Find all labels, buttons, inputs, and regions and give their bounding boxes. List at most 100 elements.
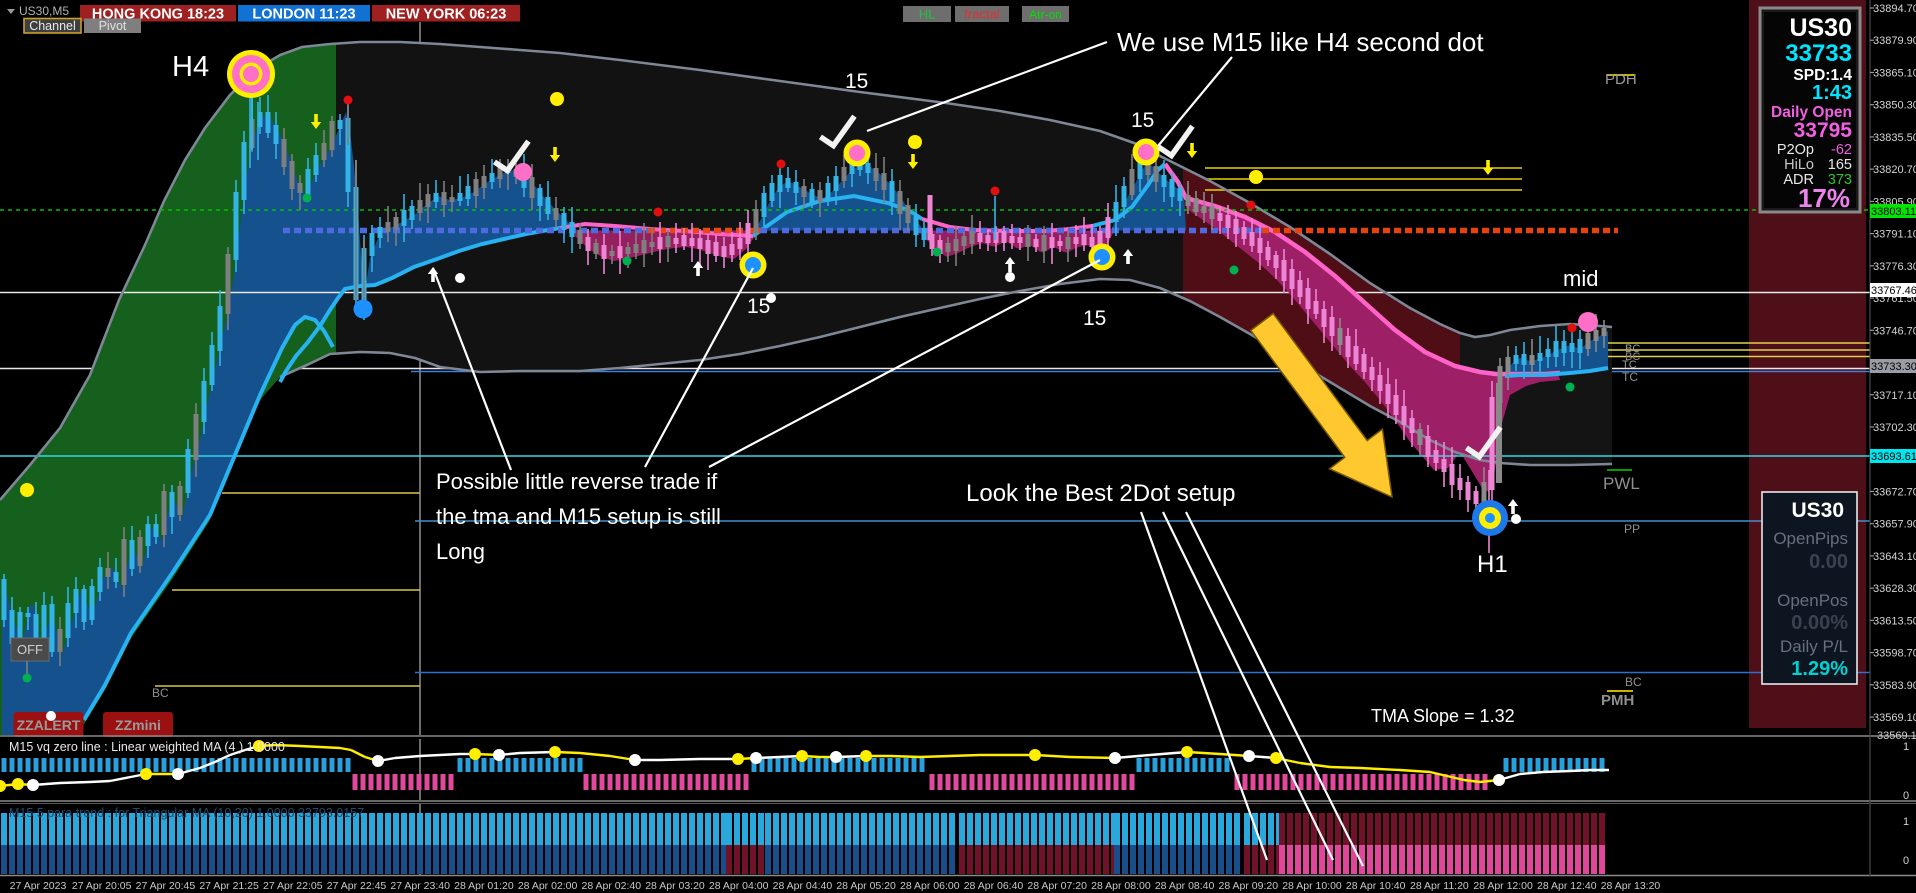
svg-text:27 Apr 2023: 27 Apr 2023 — [10, 880, 67, 892]
svg-text:28 Apr 04:40: 28 Apr 04:40 — [773, 880, 833, 892]
svg-text:27 Apr 20:05: 27 Apr 20:05 — [72, 880, 132, 892]
svg-text:15: 15 — [747, 295, 770, 318]
svg-text:28 Apr 10:00: 28 Apr 10:00 — [1282, 880, 1342, 892]
svg-text:28 Apr 06:00: 28 Apr 06:00 — [900, 880, 960, 892]
svg-text:PWL: PWL — [1603, 474, 1640, 493]
svg-text:33598.70: 33598.70 — [1873, 648, 1916, 660]
svg-text:28 Apr 12:00: 28 Apr 12:00 — [1473, 880, 1533, 892]
svg-text:15: 15 — [1131, 109, 1154, 132]
svg-text:BC: BC — [1625, 675, 1642, 689]
svg-text:373: 373 — [1828, 172, 1852, 188]
svg-text:28 Apr 02:00: 28 Apr 02:00 — [518, 880, 578, 892]
svg-text:ADR: ADR — [1783, 172, 1814, 188]
svg-text:33767.46: 33767.46 — [1871, 285, 1916, 297]
svg-text:US30: US30 — [1789, 14, 1852, 42]
svg-text:SPD:1.4: SPD:1.4 — [1793, 67, 1852, 84]
svg-text:TMA Slope = 1.32: TMA Slope = 1.32 — [1371, 706, 1515, 726]
svg-text:33613.50: 33613.50 — [1873, 615, 1916, 627]
svg-text:33628.30: 33628.30 — [1873, 583, 1916, 595]
svg-text:28 Apr 05:20: 28 Apr 05:20 — [836, 880, 896, 892]
svg-text:33569.10: 33569.10 — [1873, 712, 1916, 724]
svg-text:NEW YORK 06:23: NEW YORK 06:23 — [386, 7, 507, 23]
svg-text:27 Apr 20:45: 27 Apr 20:45 — [136, 880, 196, 892]
svg-text:28 Apr 13:20: 28 Apr 13:20 — [1601, 880, 1661, 892]
svg-text:fractal: fractal — [964, 7, 1000, 22]
svg-text:US30: US30 — [1791, 499, 1844, 522]
svg-text:33583.90: 33583.90 — [1873, 680, 1916, 692]
svg-text:1: 1 — [1903, 741, 1909, 753]
svg-text:PDH: PDH — [1605, 71, 1637, 88]
svg-text:TC: TC — [1622, 370, 1638, 384]
svg-text:ZZmini: ZZmini — [115, 717, 161, 733]
svg-text:33850.30: 33850.30 — [1873, 100, 1916, 112]
svg-text:33879.90: 33879.90 — [1873, 35, 1916, 47]
svg-text:PMH: PMH — [1601, 692, 1634, 709]
svg-text:33865.10: 33865.10 — [1873, 67, 1916, 79]
svg-text:HL: HL — [919, 7, 936, 22]
svg-text:Atr-on: Atr-on — [1029, 8, 1062, 22]
svg-text:17%: 17% — [1798, 183, 1850, 213]
svg-text:0: 0 — [1903, 790, 1909, 802]
svg-text:28 Apr 08:40: 28 Apr 08:40 — [1155, 880, 1215, 892]
svg-text:27 Apr 21:25: 27 Apr 21:25 — [199, 880, 259, 892]
svg-text:Pivot: Pivot — [99, 19, 127, 33]
svg-text:M15 vq zero line : Linear w: M15 vq zero line : Linear weighted MA (4… — [9, 740, 285, 754]
svg-text:M15 5 para trend : for Trian: M15 5 para trend : for Triangular MA (10… — [9, 806, 364, 820]
svg-text:P2Op: P2Op — [1777, 142, 1814, 158]
svg-text:33717.10: 33717.10 — [1873, 390, 1916, 402]
svg-text:33643.10: 33643.10 — [1873, 551, 1916, 563]
svg-text:0.00%: 0.00% — [1791, 612, 1848, 634]
svg-text:33569.10: 33569.10 — [1877, 730, 1916, 742]
svg-text:OFF: OFF — [17, 642, 43, 657]
svg-text:US30,M5: US30,M5 — [19, 4, 69, 18]
svg-text:28 Apr 04:00: 28 Apr 04:00 — [709, 880, 769, 892]
svg-text:0: 0 — [1903, 855, 1909, 867]
svg-text:Daily Open: Daily Open — [1771, 104, 1852, 121]
svg-text:33803.11: 33803.11 — [1871, 206, 1916, 218]
svg-text:Look the Best 2Dot setup: Look the Best 2Dot setup — [966, 480, 1236, 507]
svg-text:15: 15 — [1083, 307, 1106, 330]
svg-text:28 Apr 01:20: 28 Apr 01:20 — [454, 880, 514, 892]
svg-text:-62: -62 — [1831, 142, 1852, 158]
svg-text:28 Apr 09:20: 28 Apr 09:20 — [1219, 880, 1279, 892]
svg-text:Possible little reverse trade: Possible little reverse trade if — [436, 469, 718, 494]
svg-text:33672.70: 33672.70 — [1873, 486, 1916, 498]
svg-text:33693.61: 33693.61 — [1871, 451, 1916, 463]
svg-text:28 Apr 02:40: 28 Apr 02:40 — [582, 880, 642, 892]
svg-text:33894.70: 33894.70 — [1873, 3, 1916, 15]
svg-text:28 Apr 03:20: 28 Apr 03:20 — [645, 880, 705, 892]
svg-text:27 Apr 22:05: 27 Apr 22:05 — [263, 880, 323, 892]
svg-text:PP: PP — [1624, 522, 1640, 536]
svg-text:28 Apr 07:20: 28 Apr 07:20 — [1027, 880, 1087, 892]
svg-text:28 Apr 10:40: 28 Apr 10:40 — [1346, 880, 1406, 892]
svg-text:1:43: 1:43 — [1812, 82, 1852, 104]
svg-text:BC: BC — [1625, 351, 1640, 363]
svg-text:Channel: Channel — [29, 19, 76, 33]
svg-text:33657.90: 33657.90 — [1873, 519, 1916, 531]
svg-text:Long: Long — [436, 539, 485, 564]
svg-text:We use M15 like H4 second dot: We use M15 like H4 second dot — [1117, 27, 1484, 57]
svg-text:33820.70: 33820.70 — [1873, 164, 1916, 176]
svg-text:H1: H1 — [1477, 551, 1508, 578]
svg-text:27 Apr 22:45: 27 Apr 22:45 — [327, 880, 387, 892]
svg-text:HiLo: HiLo — [1784, 157, 1814, 173]
svg-text:BC: BC — [1625, 343, 1640, 355]
svg-text:the tma and M15 setup is still: the tma and M15 setup is still — [436, 504, 721, 529]
svg-text:1.29%: 1.29% — [1791, 658, 1848, 680]
svg-text:H4: H4 — [172, 51, 209, 83]
svg-text:33791.10: 33791.10 — [1873, 229, 1916, 241]
svg-text:165: 165 — [1828, 157, 1852, 173]
svg-text:TC: TC — [1622, 359, 1637, 371]
svg-text:28 Apr 11:20: 28 Apr 11:20 — [1410, 880, 1469, 892]
svg-text:15: 15 — [845, 70, 868, 93]
svg-text:33776.30: 33776.30 — [1873, 261, 1916, 273]
svg-text:33795: 33795 — [1794, 119, 1853, 142]
svg-text:OpenPos: OpenPos — [1777, 591, 1848, 610]
svg-text:28 Apr 12:40: 28 Apr 12:40 — [1537, 880, 1597, 892]
svg-text:ZZALERT: ZZALERT — [17, 717, 81, 733]
svg-text:27 Apr 23:40: 27 Apr 23:40 — [390, 880, 450, 892]
svg-text:28 Apr 08:00: 28 Apr 08:00 — [1091, 880, 1151, 892]
svg-text:33746.70: 33746.70 — [1873, 325, 1916, 337]
svg-text:33702.30: 33702.30 — [1873, 422, 1916, 434]
svg-text:33733.30: 33733.30 — [1871, 361, 1916, 373]
